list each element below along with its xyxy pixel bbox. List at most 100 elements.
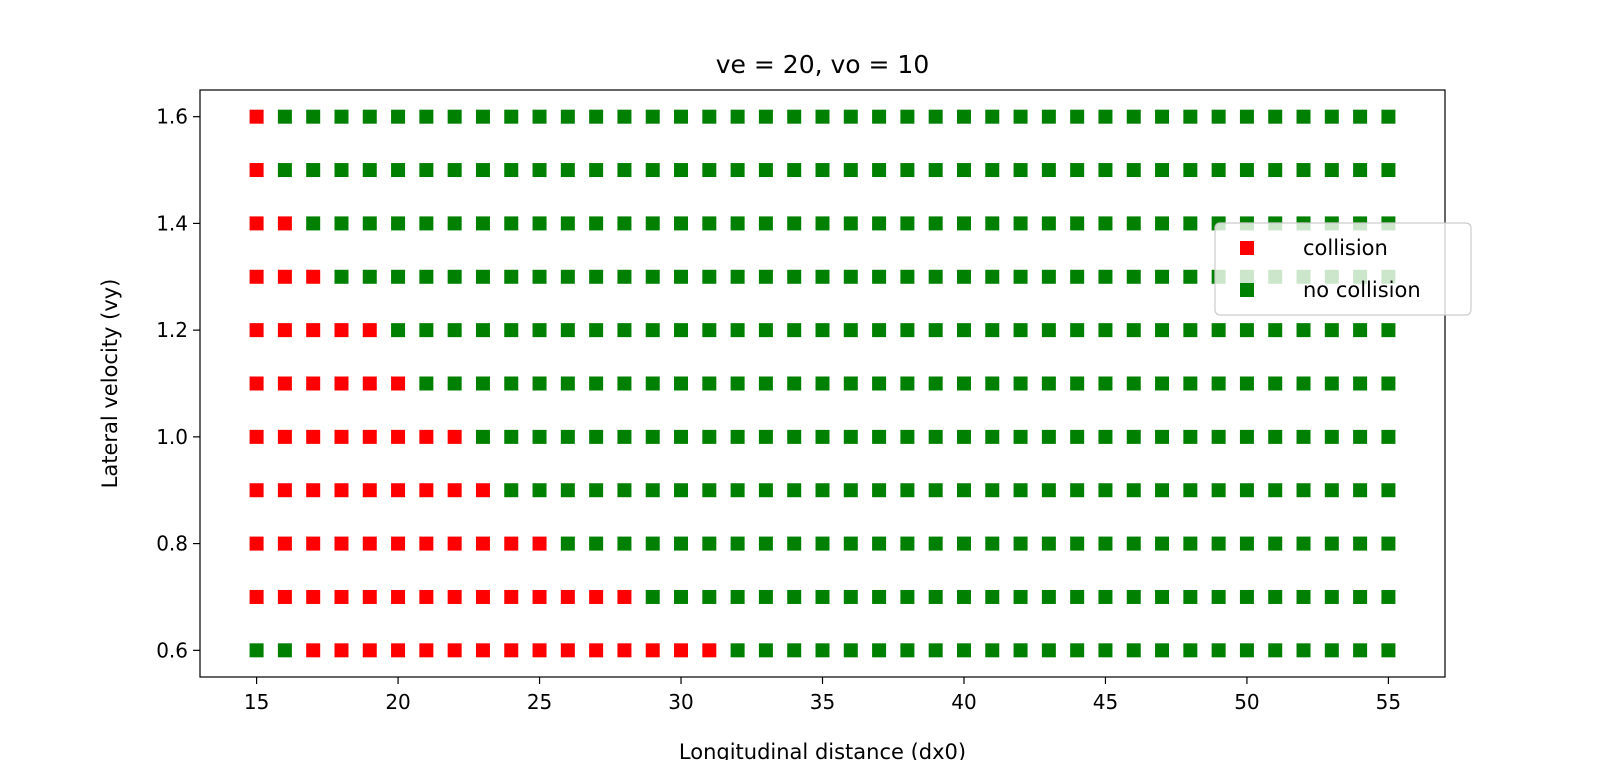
no-collision-point	[1013, 109, 1028, 124]
no-collision-point	[589, 109, 604, 124]
no-collision-point	[787, 429, 802, 444]
no-collision-point	[872, 216, 887, 231]
no-collision-point	[447, 163, 462, 178]
x-tick-label: 55	[1376, 690, 1401, 714]
no-collision-point	[1239, 483, 1254, 498]
no-collision-point	[730, 536, 745, 551]
no-collision-point	[702, 109, 717, 124]
collision-point	[277, 376, 292, 391]
no-collision-point	[815, 429, 830, 444]
no-collision-point	[900, 376, 915, 391]
no-collision-point	[1070, 643, 1085, 658]
collision-point	[306, 429, 321, 444]
no-collision-point	[419, 163, 434, 178]
no-collision-point	[815, 269, 830, 284]
no-collision-point	[928, 429, 943, 444]
no-collision-point	[532, 376, 547, 391]
y-tick-label: 1.6	[156, 105, 188, 129]
no-collision-point	[1041, 109, 1056, 124]
no-collision-point	[702, 536, 717, 551]
no-collision-point	[1098, 163, 1113, 178]
collision-point	[249, 589, 264, 604]
collision-point	[475, 643, 490, 658]
no-collision-point	[956, 483, 971, 498]
no-collision-point	[956, 216, 971, 231]
no-collision-point	[928, 269, 943, 284]
no-collision-point	[617, 323, 632, 338]
no-collision-point	[956, 269, 971, 284]
no-collision-point	[391, 323, 406, 338]
no-collision-point	[900, 269, 915, 284]
collision-point	[249, 376, 264, 391]
data-points	[249, 109, 1396, 658]
collision-point	[447, 589, 462, 604]
x-tick-label: 25	[527, 690, 552, 714]
no-collision-point	[1211, 163, 1226, 178]
no-collision-point	[1268, 589, 1283, 604]
no-collision-point	[1041, 643, 1056, 658]
x-tick-label: 45	[1093, 690, 1118, 714]
no-collision-point	[1070, 589, 1085, 604]
collision-point	[277, 323, 292, 338]
collision-point	[702, 643, 717, 658]
no-collision-point	[532, 429, 547, 444]
no-collision-point	[1381, 163, 1396, 178]
collision-point	[560, 643, 575, 658]
no-collision-point	[730, 376, 745, 391]
no-collision-point	[985, 589, 1000, 604]
no-collision-point	[702, 269, 717, 284]
no-collision-point	[815, 589, 830, 604]
no-collision-point	[900, 216, 915, 231]
no-collision-point	[900, 429, 915, 444]
collision-point	[362, 589, 377, 604]
no-collision-point	[1098, 643, 1113, 658]
collision-point	[419, 483, 434, 498]
no-collision-point	[1126, 483, 1141, 498]
no-collision-point	[1381, 589, 1396, 604]
no-collision-point	[730, 163, 745, 178]
no-collision-point	[617, 483, 632, 498]
no-collision-point	[1353, 323, 1368, 338]
no-collision-point	[1239, 163, 1254, 178]
no-collision-point	[1098, 376, 1113, 391]
collision-point	[532, 536, 547, 551]
no-collision-point	[1098, 483, 1113, 498]
collision-point	[645, 643, 660, 658]
no-collision-point	[758, 376, 773, 391]
no-collision-point	[928, 216, 943, 231]
no-collision-point	[1126, 163, 1141, 178]
no-collision-point	[1239, 429, 1254, 444]
collision-point	[306, 269, 321, 284]
no-collision-point	[1353, 109, 1368, 124]
collision-point	[249, 429, 264, 444]
no-collision-point	[532, 216, 547, 231]
no-collision-point	[1296, 163, 1311, 178]
no-collision-point	[843, 429, 858, 444]
no-collision-point	[1211, 643, 1226, 658]
no-collision-point	[1324, 376, 1339, 391]
no-collision-point	[532, 109, 547, 124]
no-collision-point	[1155, 269, 1170, 284]
no-collision-point	[1324, 109, 1339, 124]
no-collision-point	[1070, 269, 1085, 284]
no-collision-point	[1268, 323, 1283, 338]
x-tick-label: 50	[1234, 690, 1259, 714]
collision-point	[617, 589, 632, 604]
no-collision-point	[475, 216, 490, 231]
no-collision-point	[334, 163, 349, 178]
no-collision-point	[787, 109, 802, 124]
no-collision-point	[730, 643, 745, 658]
no-collision-point	[872, 163, 887, 178]
no-collision-point	[900, 643, 915, 658]
no-collision-point	[1041, 376, 1056, 391]
no-collision-point	[900, 536, 915, 551]
no-collision-point	[1381, 323, 1396, 338]
collision-point	[391, 376, 406, 391]
no-collision-point	[730, 109, 745, 124]
no-collision-point	[1041, 483, 1056, 498]
no-collision-point	[1353, 643, 1368, 658]
no-collision-point	[674, 536, 689, 551]
no-collision-point	[872, 483, 887, 498]
no-collision-point	[475, 269, 490, 284]
